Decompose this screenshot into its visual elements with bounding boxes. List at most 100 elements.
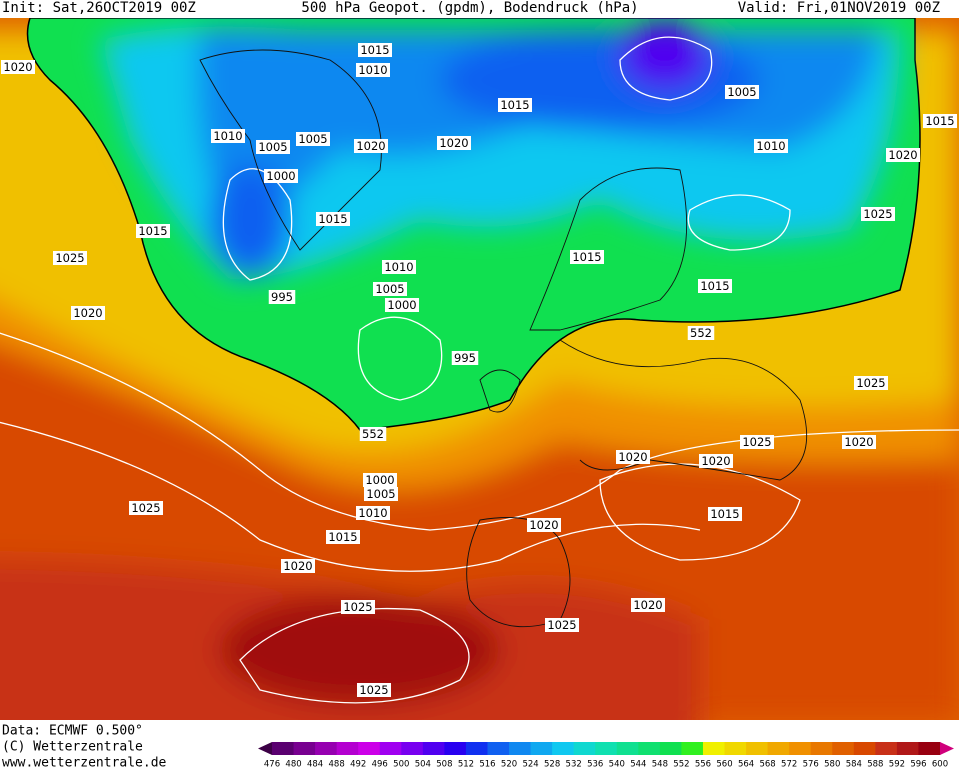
isobar-label: 1025 [547,618,576,632]
colorbar-segment [465,742,488,755]
isobar-label-box [725,85,759,99]
colorbar-label: 560 [716,760,732,770]
isobar-label: 1010 [358,506,387,520]
colorbar-segment [853,742,876,755]
colorbar-segment [918,742,941,755]
colorbar-arrow-high [940,742,954,755]
isobar-label-box [71,306,105,320]
colorbar-label: 516 [479,760,495,770]
colorbar-label: 592 [889,760,905,770]
isobar-label-box [211,129,245,143]
colorbar-label: 508 [436,760,452,770]
colorbar-segment [509,742,532,755]
colorbar-segment [595,742,618,755]
isobar-label-box [356,63,390,77]
copyright: (C) Wetterzentrale [2,740,143,755]
isobar-label-box [527,518,561,532]
isobar-label: 1005 [366,487,395,501]
colorbar-segment [832,742,855,755]
isobar-label-box [754,139,788,153]
isobar-label: 1015 [138,224,167,238]
isobar-label: 1015 [318,212,347,226]
colorbar-label: 488 [329,760,345,770]
init-time: Init: Sat,26OCT2019 00Z [2,0,196,16]
isobar-label: 1020 [529,518,558,532]
isobar-label: 1025 [131,501,160,515]
isobar-label: 1000 [387,298,416,312]
colorbar-label: 492 [350,760,366,770]
isobar-label-box [687,326,715,340]
colorbar-segment [272,742,295,755]
colorbar-segment [552,742,575,755]
isobar-label: 1020 [701,454,730,468]
isobar-label: 1025 [359,683,388,697]
colorbar-label: 532 [566,760,582,770]
isobar-label: 1025 [742,435,771,449]
isobar-label-box [861,207,895,221]
isobar-label-box [358,43,392,57]
isobar-label-box [451,351,479,365]
isobar-label-box [437,136,471,150]
isobar-label-box [256,140,290,154]
colorbar-segment [896,742,919,755]
colorbar-label: 552 [673,760,689,770]
colorbar-segment [746,742,769,755]
isobar-label: 1010 [756,139,785,153]
colorbar-label: 584 [846,760,862,770]
isobar-label: 1025 [343,600,372,614]
isobar-label: 1020 [356,139,385,153]
isobar-label-box [616,450,650,464]
colorbar-segment [444,742,467,755]
isobar-label-box [385,298,419,312]
isobar-label-box [129,501,163,515]
isobar-label: 995 [454,351,476,365]
isobar-label-box [363,473,397,487]
isobar-label: 1015 [572,250,601,264]
colorbar-label: 500 [393,760,409,770]
colorbar-segment [659,742,682,755]
isobar-label-box [326,530,360,544]
isobar-label-box [281,559,315,573]
isobar-label-box [498,98,532,112]
colorbar-label: 576 [803,760,819,770]
colorbar-segment [358,742,381,755]
colorbar-segment [875,742,898,755]
isobar-label: 1005 [727,85,756,99]
isobar-label-box [1,60,35,74]
colorbar-segment [487,742,510,755]
isobar-label: 1020 [844,435,873,449]
isobar-label-box [708,507,742,521]
isobar-label: 1020 [618,450,647,464]
colorbar-segment [616,742,639,755]
isobar-label-box [364,487,398,501]
colorbar-segment [315,742,338,755]
colorbar-label: 588 [867,760,883,770]
isobar-label: 1025 [863,207,892,221]
isobar-label-box [698,279,732,293]
isobar-label: 1000 [365,473,394,487]
isobar-label: 1025 [55,251,84,265]
colorbar-label: 528 [544,760,560,770]
colorbar-arrow-low [258,742,272,755]
isobar-label-box [359,427,387,441]
isobar-label: 1015 [700,279,729,293]
colorbar-label: 548 [652,760,668,770]
isobar-label-box [341,600,375,614]
colorbar-segment [530,742,553,755]
valid-time: Valid: Fri,01NOV2019 00Z [738,0,940,16]
colorbar-segment [767,742,790,755]
colorbar-label: 540 [609,760,625,770]
isobar-label: 1010 [213,129,242,143]
colorbar-label: 580 [824,760,840,770]
data-source: Data: ECMWF 0.500° [2,724,143,739]
colorbar-label: 520 [501,760,517,770]
colorbar-segment [810,742,833,755]
colorbar-segment [573,742,596,755]
isobar-label: 1005 [298,132,327,146]
isobar-label-box [570,250,604,264]
isobar-label: 1015 [360,43,389,57]
isobar-label: 1020 [73,306,102,320]
isobar-label-box [53,251,87,265]
isobar-label: 1015 [500,98,529,112]
colorbar-label: 564 [738,760,754,770]
